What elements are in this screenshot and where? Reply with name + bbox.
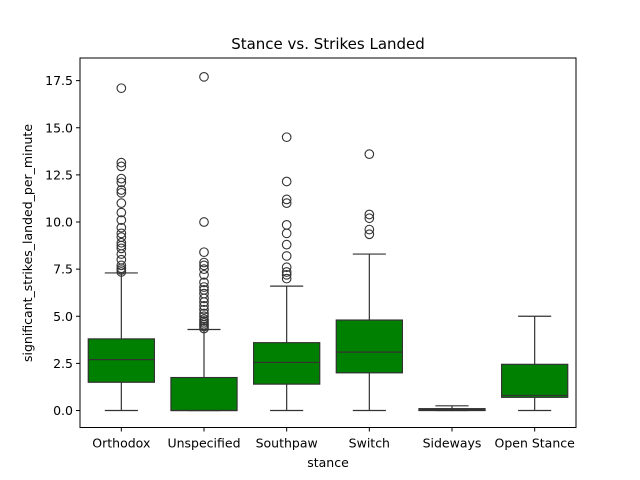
outlier-point <box>199 288 209 299</box>
box-switch <box>335 149 403 412</box>
outlier-point <box>281 194 292 205</box>
outlier-point <box>116 83 127 94</box>
chart-title: Stance vs. Strikes Landed <box>231 35 425 53</box>
y-tick-label: 7.5 <box>53 262 73 277</box>
outlier-point <box>116 185 127 195</box>
y-tick-label: 10.0 <box>45 215 73 230</box>
outlier-point <box>281 269 292 280</box>
outlier-point <box>281 251 292 261</box>
outlier-point <box>199 304 209 315</box>
x-tick-label: Southpaw <box>256 436 318 451</box>
y-tick-label: 15.0 <box>45 120 73 135</box>
outlier-point <box>199 247 209 258</box>
outlier-point <box>199 301 209 311</box>
y-tick-label: 17.5 <box>45 73 73 88</box>
x-tick-label: Unspecified <box>167 436 240 451</box>
y-tick-label: 5.0 <box>53 309 73 324</box>
outlier-point <box>116 177 127 188</box>
outlier-point <box>116 161 127 172</box>
iqr-box <box>170 376 238 412</box>
outlier-point <box>116 157 127 168</box>
outlier-point <box>281 273 292 284</box>
outlier-point <box>199 72 209 82</box>
outlier-point <box>281 262 292 273</box>
outlier-point <box>116 198 127 209</box>
outlier-point <box>364 229 375 240</box>
x-tick-label: Switch <box>349 436 390 451</box>
outlier-point <box>199 277 209 288</box>
x-tick-label: Sideways <box>423 436 482 451</box>
x-tick-label: Open Stance <box>494 436 575 451</box>
outlier-point <box>199 308 209 319</box>
box-sideways <box>418 405 486 412</box>
outlier-point <box>116 260 127 271</box>
outlier-point <box>116 215 127 225</box>
x-axis-label: stance <box>307 455 349 470</box>
outlier-point <box>281 176 292 187</box>
outlier-point <box>116 237 127 248</box>
y-tick-label: 12.5 <box>45 167 73 182</box>
outlier-point <box>281 198 292 209</box>
y-axis-label: significant_strikes_landed_per_minute <box>20 124 35 362</box>
outlier-point <box>364 224 375 235</box>
outlier-point <box>116 173 127 184</box>
outlier-point <box>116 243 127 254</box>
outlier-point <box>281 239 292 250</box>
outlier-point <box>281 228 292 239</box>
outlier-point <box>364 209 375 220</box>
outlier-point <box>116 232 127 242</box>
iqr-box <box>253 342 321 385</box>
outlier-point <box>199 269 209 280</box>
box-unspecified <box>170 72 238 412</box>
plot-frame <box>79 57 577 428</box>
plot-area <box>87 72 569 412</box>
outlier-point <box>116 187 127 198</box>
outlier-point <box>281 267 292 277</box>
iqr-box <box>501 363 569 398</box>
outlier-point <box>364 213 375 224</box>
y-axis: 0.0 2.5 5.0 7.5 10.0 12.5 15.0 17.5 <box>45 73 80 418</box>
outlier-point <box>199 282 209 292</box>
box-orthodox <box>87 83 156 412</box>
outlier-point <box>199 311 209 322</box>
iqr-box <box>335 319 403 374</box>
box-open-stance <box>501 315 569 412</box>
outlier-point <box>116 228 127 239</box>
outlier-point <box>364 149 375 159</box>
outlier-point <box>116 222 127 233</box>
outlier-point <box>281 132 292 143</box>
y-tick-label: 2.5 <box>53 356 73 371</box>
x-tick-label: Orthodox <box>92 436 150 451</box>
outlier-point <box>281 219 292 230</box>
outlier-point <box>199 285 209 295</box>
outlier-point <box>199 257 209 268</box>
outlier-point <box>116 254 127 265</box>
outlier-point <box>199 264 209 274</box>
outlier-point <box>116 207 127 218</box>
outlier-point <box>199 314 209 324</box>
x-axis: Orthodox Unspecified Southpaw Switch Sideway… <box>92 427 575 451</box>
y-tick-label: 0.0 <box>53 403 73 418</box>
outlier-point <box>199 260 209 271</box>
outlier-point <box>199 217 209 227</box>
iqr-box <box>87 338 156 383</box>
box-southpaw <box>253 132 321 412</box>
